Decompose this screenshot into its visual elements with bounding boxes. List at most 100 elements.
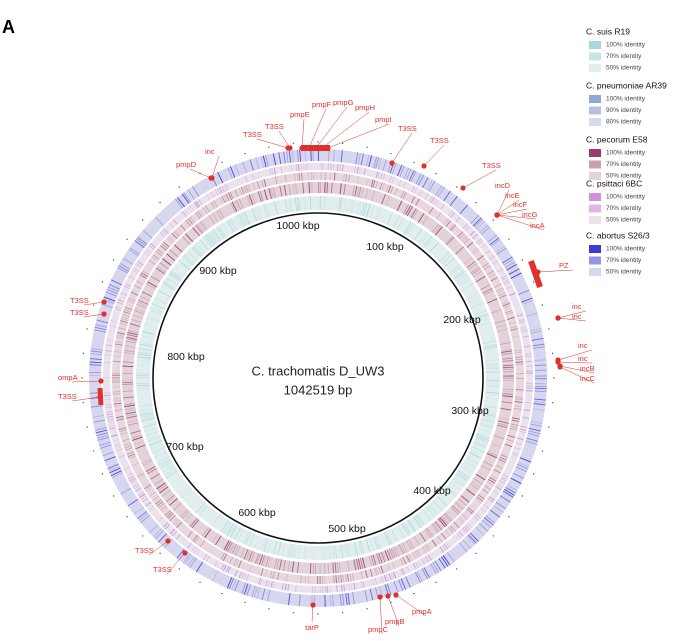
ring-stripe: [287, 543, 291, 558]
ring-stripe: [160, 461, 173, 470]
ring-stripe: [520, 425, 528, 429]
ring-stripe: [245, 573, 250, 581]
ring-stripe: [411, 185, 416, 193]
ring-stripe: [265, 579, 268, 587]
ring-stripe: [427, 554, 433, 561]
ring-stripe: [479, 422, 494, 427]
ring-stripe: [149, 524, 159, 534]
ring-stripe: [512, 339, 521, 343]
ring-stripe: [118, 265, 130, 272]
ring-stripe: [218, 551, 223, 559]
ring-stripe: [284, 174, 287, 183]
ring-stripe: [496, 247, 507, 256]
ring-stripe: [154, 237, 161, 243]
ring-stripe: [386, 583, 392, 596]
ring-stripe: [390, 547, 396, 559]
ring-stripe: [416, 570, 423, 583]
ring-stripe: [472, 479, 482, 487]
ring-stripe: [272, 187, 277, 199]
ring-stripe: [391, 162, 397, 175]
ring-stripe: [366, 189, 371, 200]
ring-stripe: [375, 567, 380, 575]
ring-stripe: [378, 566, 382, 575]
ring-stripe: [376, 535, 383, 549]
ring-stripe: [362, 581, 365, 589]
ring-stripe: [126, 472, 134, 477]
ring-stripe: [389, 186, 394, 194]
annotation-leader: [496, 199, 520, 216]
ring-stripe: [491, 308, 502, 314]
ring-stripe: [152, 528, 163, 538]
legend-entry: 90% identity: [606, 107, 642, 114]
ring-stripe: [469, 532, 479, 542]
ring-stripe: [253, 586, 259, 599]
ring-stripe: [432, 198, 437, 205]
ring-stripe: [145, 226, 156, 235]
ring-stripe: [232, 216, 240, 230]
ring-stripe: [400, 543, 406, 554]
ring-stripe: [345, 574, 348, 583]
ring-stripe: [220, 563, 225, 571]
ring-stripe: [357, 558, 362, 570]
ring-stripe: [331, 182, 333, 194]
ring-stripe: [136, 364, 151, 367]
ring-stripe: [123, 402, 135, 406]
ring-stripe: [143, 461, 154, 468]
ring-stripe: [485, 515, 496, 524]
ring-stripe: [211, 558, 216, 566]
ring-stripe: [371, 190, 376, 202]
ring-stripe: [129, 477, 136, 482]
ring-stripe: [374, 577, 378, 585]
ring-stripe: [341, 197, 345, 212]
ring-stripe: [229, 191, 234, 200]
ring-stripe: [342, 150, 346, 163]
ring-stripe: [513, 304, 521, 308]
ring-stripe: [209, 557, 214, 565]
ring-stripe: [196, 183, 204, 195]
ring-stripe: [485, 232, 496, 242]
ring-stripe: [285, 573, 289, 582]
ring-stripe: [330, 562, 332, 574]
ring-stripe: [334, 594, 337, 607]
ring-stripe: [433, 550, 439, 557]
ring-stripe: [464, 225, 470, 231]
ring-stripe: [177, 522, 184, 530]
ring-stripe: [231, 525, 240, 539]
ring-stripe: [227, 523, 236, 537]
ring-stripe: [153, 218, 163, 228]
ring-stripe: [428, 504, 438, 516]
ring-stripe: [393, 560, 398, 569]
ring-stripe: [517, 318, 525, 322]
ring-stripe: [291, 561, 295, 573]
ring-stripe: [504, 261, 516, 269]
ring-stripe: [438, 558, 446, 569]
ring-stripe: [241, 176, 246, 184]
ring-stripe: [152, 495, 160, 502]
ring-stripe: [237, 178, 241, 186]
ring-stripe: [122, 390, 134, 392]
ring-stripe: [362, 557, 366, 569]
ring-stripe: [335, 182, 338, 194]
ring-stripe: [133, 309, 145, 315]
ring-stripe: [507, 434, 516, 438]
ring-stripe: [461, 513, 468, 520]
ring-stripe: [415, 198, 420, 206]
ring-stripe: [484, 458, 495, 465]
ring-stripe: [431, 223, 440, 233]
ring-stripe: [352, 165, 355, 173]
ring-stripe: [444, 235, 454, 245]
ring-stripe: [134, 307, 146, 313]
ring-stripe: [192, 499, 203, 511]
ring-stripe: [376, 192, 382, 203]
ring-stripe: [259, 587, 264, 600]
ring-stripe: [478, 509, 485, 515]
ring-stripe: [106, 288, 119, 295]
ring-stripe: [411, 536, 419, 547]
ring-stripe: [360, 153, 364, 166]
ring-stripe: [446, 552, 455, 563]
ring-stripe: [103, 394, 111, 396]
ring-stripe: [117, 299, 125, 303]
ring-stripe: [515, 442, 523, 446]
outer-dot: [532, 473, 535, 475]
ring-stripe: [363, 556, 368, 568]
